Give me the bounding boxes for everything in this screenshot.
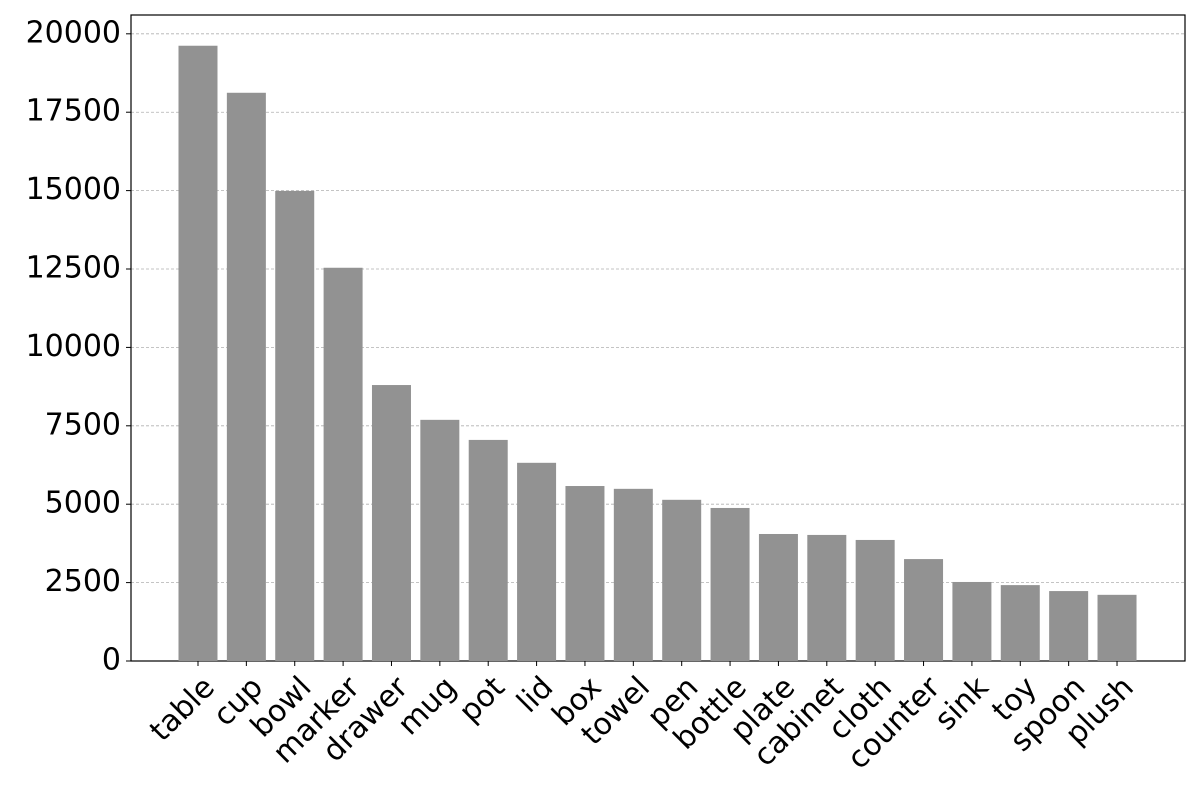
bar (1000, 585, 1040, 661)
y-tick-label: 2500 (45, 564, 121, 599)
bar (517, 462, 557, 661)
bar (371, 385, 411, 661)
y-tick-label: 17500 (26, 94, 121, 129)
y-tick-label: 20000 (26, 15, 121, 50)
bar (323, 267, 363, 661)
bar (613, 488, 653, 661)
y-tick-label: 15000 (26, 172, 121, 207)
bar (565, 486, 605, 661)
y-tick-label: 12500 (26, 251, 121, 286)
plot-frame (130, 14, 1186, 662)
y-tick-label: 0 (102, 643, 121, 678)
bar (275, 190, 315, 662)
y-tick-label: 5000 (45, 486, 121, 521)
bar (420, 419, 460, 661)
bar (178, 45, 218, 661)
y-tick-label: 7500 (45, 407, 121, 442)
bar (807, 534, 847, 661)
bar (758, 533, 798, 661)
bar (904, 559, 944, 661)
bar (662, 499, 702, 661)
bar (1097, 594, 1137, 661)
bar (710, 507, 750, 661)
bar (1049, 591, 1089, 661)
bar (226, 92, 266, 661)
bar (468, 439, 508, 661)
bar (952, 581, 992, 661)
bar (855, 539, 895, 661)
y-tick-label: 10000 (26, 329, 121, 364)
x-tick-label: pot (452, 670, 512, 730)
